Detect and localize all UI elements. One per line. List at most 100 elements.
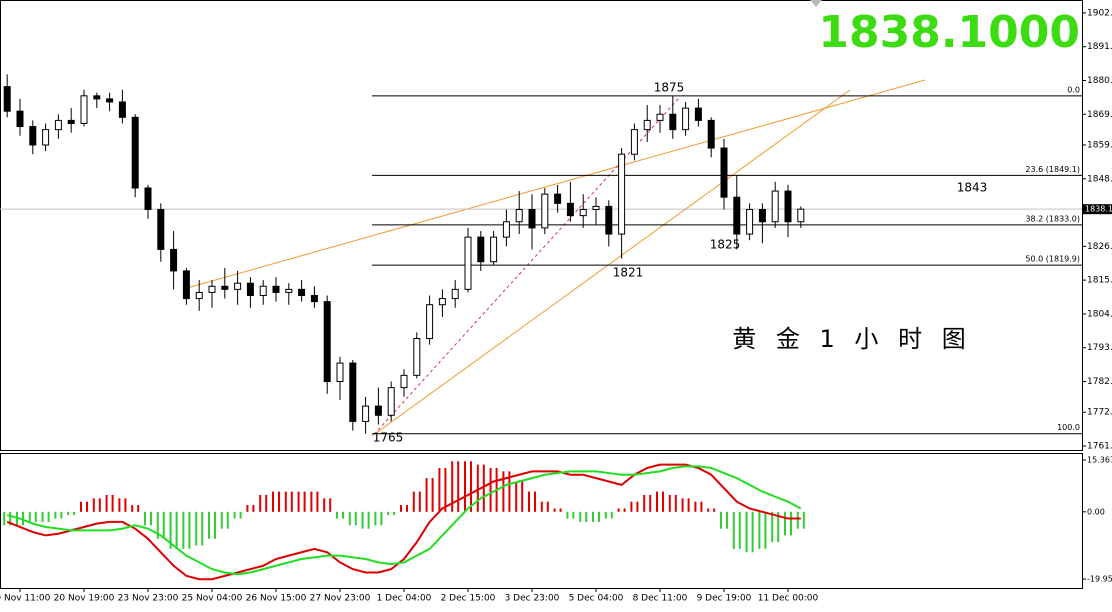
x-tick-label: 20 Nov 19:00: [54, 594, 115, 604]
candle-body: [285, 288, 293, 293]
y-tick-label: -19.95: [1087, 575, 1112, 584]
candle-body: [797, 208, 805, 223]
histogram-bar: [284, 491, 287, 512]
histogram-bar: [156, 511, 159, 539]
histogram-bar: [92, 498, 95, 512]
histogram-bar: [604, 511, 607, 519]
x-tick-label: 25 Nov 04:00: [182, 594, 243, 604]
candle-body: [221, 285, 229, 290]
histogram-bar: [643, 494, 646, 512]
x-tick-label: 8 Dec 11:00: [633, 594, 688, 604]
x-tick-label: 11 Dec 00:00: [758, 594, 819, 604]
candle-body: [502, 221, 510, 238]
histogram-bar: [482, 464, 485, 512]
candle-body: [67, 119, 75, 124]
candle-body: [374, 405, 382, 416]
histogram-bar: [502, 471, 505, 512]
histogram-bar: [47, 511, 50, 522]
histogram-bar: [425, 478, 428, 512]
candle-body: [157, 208, 165, 250]
candle-body: [234, 282, 242, 290]
candle-body: [528, 208, 536, 229]
annotation: 1821: [613, 266, 644, 280]
histogram-bar: [784, 511, 786, 536]
y-tick-label: 15.367: [1087, 456, 1112, 465]
candle-body: [93, 95, 101, 100]
histogram-bar: [470, 461, 472, 512]
histogram-bar: [28, 511, 31, 522]
histogram-bar: [771, 511, 774, 543]
histogram-bar: [418, 491, 421, 512]
histogram-bar: [668, 494, 671, 512]
histogram-bar: [80, 501, 82, 512]
histogram-bar: [572, 511, 575, 519]
candle-body: [541, 193, 549, 229]
histogram-bar: [592, 511, 594, 522]
y-tick-label: 1761.0: [1087, 442, 1112, 452]
y-tick-label: 1880.0: [1087, 76, 1112, 86]
y-tick-label: 1859.0: [1087, 140, 1112, 150]
histogram-bar: [720, 511, 722, 529]
histogram-bar: [131, 505, 134, 512]
histogram-bar: [246, 505, 249, 512]
candle-body: [682, 107, 690, 131]
candle-body: [144, 187, 152, 210]
annotation: 1843: [957, 181, 988, 195]
histogram-bar: [579, 511, 582, 522]
histogram-bar: [54, 511, 57, 519]
histogram-bar: [303, 491, 306, 512]
x-tick-label: 2 Dec 15:00: [441, 594, 496, 604]
macd-line: [6, 463, 801, 581]
fib-label: 0.0: [1067, 85, 1080, 94]
histogram-bar: [367, 511, 370, 529]
histogram-bar: [265, 494, 268, 512]
candle-body: [784, 190, 792, 223]
candle-body: [643, 119, 651, 131]
macd-frame: [0, 453, 1083, 589]
candle-body: [182, 270, 190, 300]
histogram-bar: [297, 491, 300, 512]
histogram-bar: [354, 511, 357, 526]
y-tick-label: 1815.0: [1087, 276, 1112, 286]
histogram-bar: [374, 511, 377, 526]
candle-body: [707, 119, 715, 149]
candle-body: [554, 193, 562, 204]
candle-body: [758, 208, 766, 223]
histogram-bar: [630, 501, 633, 512]
candle-body: [208, 285, 216, 293]
histogram-bar: [111, 494, 114, 512]
y-tick-label: 1902.0: [1087, 8, 1112, 18]
histogram-bar: [559, 508, 562, 512]
candle-body: [400, 374, 408, 389]
histogram-bar: [790, 511, 792, 536]
x-tick-label: 26 Nov 15:00: [246, 594, 307, 604]
histogram-bar: [226, 511, 229, 529]
histogram-bar: [393, 511, 396, 516]
histogram-bar: [41, 511, 44, 522]
histogram-bar: [546, 501, 549, 512]
shift-marker: [810, 0, 822, 7]
candle-body: [131, 116, 139, 189]
candle-body: [349, 362, 357, 422]
y-tick-label: 1772.0: [1087, 408, 1112, 418]
candle-body: [592, 205, 600, 210]
histogram-bar: [144, 511, 146, 526]
histogram-bar: [656, 491, 658, 512]
price-banner: 1838.1000: [818, 7, 1080, 58]
candle-body: [656, 113, 664, 121]
x-tick-label: 23 Nov 23:00: [118, 594, 179, 604]
histogram-bar: [521, 481, 524, 512]
histogram-bar: [9, 511, 12, 526]
histogram-bar: [406, 505, 408, 512]
y-tick-label: 1869.0: [1087, 110, 1112, 120]
chart-title: 黄 金 1 小 时 图: [732, 325, 971, 353]
histogram-bar: [508, 471, 511, 512]
candle-body: [771, 190, 779, 223]
histogram-bar: [22, 511, 24, 526]
histogram-bar: [802, 511, 805, 529]
x-tick-label: 5 Dec 04:00: [569, 594, 624, 604]
histogram-bar: [412, 491, 415, 512]
candle-body: [605, 205, 613, 235]
candle-body: [451, 288, 459, 300]
histogram-bar: [214, 511, 216, 539]
